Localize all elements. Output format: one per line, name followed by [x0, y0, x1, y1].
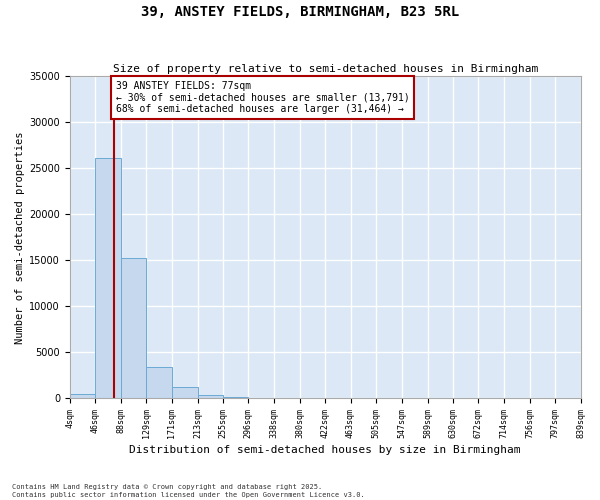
- Text: 39, ANSTEY FIELDS, BIRMINGHAM, B23 5RL: 39, ANSTEY FIELDS, BIRMINGHAM, B23 5RL: [141, 5, 459, 19]
- Bar: [121, 258, 146, 398]
- Text: 39 ANSTEY FIELDS: 77sqm
← 30% of semi-detached houses are smaller (13,791)
68% o: 39 ANSTEY FIELDS: 77sqm ← 30% of semi-de…: [116, 81, 409, 114]
- Bar: [197, 394, 223, 398]
- Bar: [95, 158, 121, 398]
- Title: Size of property relative to semi-detached houses in Birmingham: Size of property relative to semi-detach…: [113, 64, 538, 74]
- Bar: [223, 397, 248, 398]
- Bar: [70, 394, 95, 398]
- Bar: [172, 388, 197, 398]
- Bar: [146, 367, 172, 398]
- X-axis label: Distribution of semi-detached houses by size in Birmingham: Distribution of semi-detached houses by …: [130, 445, 521, 455]
- Text: Contains HM Land Registry data © Crown copyright and database right 2025.
Contai: Contains HM Land Registry data © Crown c…: [12, 484, 365, 498]
- Y-axis label: Number of semi-detached properties: Number of semi-detached properties: [15, 131, 25, 344]
